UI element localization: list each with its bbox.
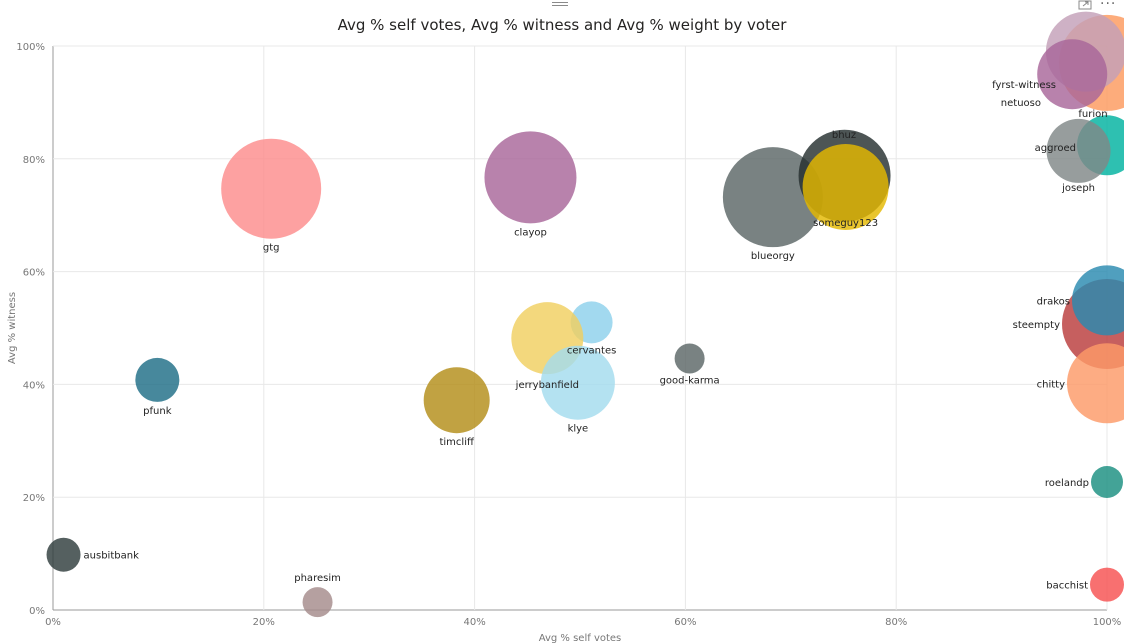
point-label-pfunk: pfunk <box>143 406 172 417</box>
bubble-fyrst-witness[interactable] <box>1037 39 1108 110</box>
bubble-timcliff[interactable] <box>423 367 490 434</box>
point-label-fyrst-witness: fyrst-witness <box>992 80 1056 91</box>
point-label-bacchist: bacchist <box>1046 581 1088 592</box>
point-label-drakos: drakos <box>1037 296 1070 307</box>
x-tick-label: 100% <box>1093 617 1122 628</box>
y-tick-label: 60% <box>23 268 45 279</box>
point-label-roelandp: roelandp <box>1045 478 1089 489</box>
x-axis-label: Avg % self votes <box>539 633 622 644</box>
point-label-ausbitbank: ausbitbank <box>84 551 140 562</box>
point-label-klye: klye <box>568 424 589 435</box>
point-label-someguy123: someguy123 <box>813 218 878 229</box>
chart-title: Avg % self votes, Avg % witness and Avg … <box>337 16 787 34</box>
bubble-good-karma[interactable] <box>674 343 705 374</box>
point-label-netuoso: netuoso <box>1001 98 1041 109</box>
point-label-furion: furion <box>1078 109 1107 120</box>
point-label-cervantes: cervantes <box>567 345 616 356</box>
bubble-ausbitbank[interactable] <box>46 537 81 572</box>
point-label-good-karma: good-karma <box>660 375 720 386</box>
bubble-someguy123[interactable] <box>802 144 889 230</box>
bubble-klye[interactable] <box>540 345 615 420</box>
point-label-gtg: gtg <box>263 243 280 254</box>
y-tick-label: 0% <box>29 606 45 617</box>
bubble-chitty[interactable] <box>1067 343 1124 424</box>
y-tick-label: 20% <box>23 493 45 504</box>
point-label-aggroed: aggroed <box>1035 143 1076 154</box>
point-label-pharesim: pharesim <box>294 573 341 584</box>
y-tick-label: 80% <box>23 155 45 166</box>
point-label-steempty: steempty <box>1013 320 1060 331</box>
bubble-blueorgy[interactable] <box>722 147 823 248</box>
more-options-icon[interactable]: ··· <box>1100 0 1117 12</box>
point-label-blueorgy: blueorgy <box>751 251 795 262</box>
x-tick-label: 0% <box>45 617 61 628</box>
y-tick-label: 100% <box>16 42 45 53</box>
bubble-clayop[interactable] <box>484 131 577 224</box>
point-label-jerrybanfield: jerrybanfield <box>515 380 579 391</box>
x-tick-label: 40% <box>463 617 485 628</box>
x-tick-label: 20% <box>253 617 275 628</box>
bubble-roelandp[interactable] <box>1091 465 1123 498</box>
point-label-chitty: chitty <box>1037 379 1065 390</box>
point-label-clayop: clayop <box>514 227 547 238</box>
y-axis-label: Avg % witness <box>7 292 18 364</box>
bubble-pharesim[interactable] <box>302 587 333 618</box>
drag-handle-icon[interactable] <box>552 0 568 8</box>
bubble-pfunk[interactable] <box>135 357 180 402</box>
bubble-gtg[interactable] <box>221 138 322 239</box>
point-label-timcliff: timcliff <box>439 437 474 448</box>
bubble-joseph[interactable] <box>1046 118 1111 183</box>
y-tick-label: 40% <box>23 380 45 391</box>
x-tick-label: 60% <box>674 617 696 628</box>
point-label-bhuz: bhuz <box>832 130 856 141</box>
bubble-drakos[interactable] <box>1072 265 1124 336</box>
focus-mode-icon[interactable] <box>1078 0 1092 10</box>
x-tick-label: 80% <box>885 617 907 628</box>
bubble-bacchist[interactable] <box>1090 567 1124 602</box>
point-label-joseph: joseph <box>1061 183 1095 194</box>
